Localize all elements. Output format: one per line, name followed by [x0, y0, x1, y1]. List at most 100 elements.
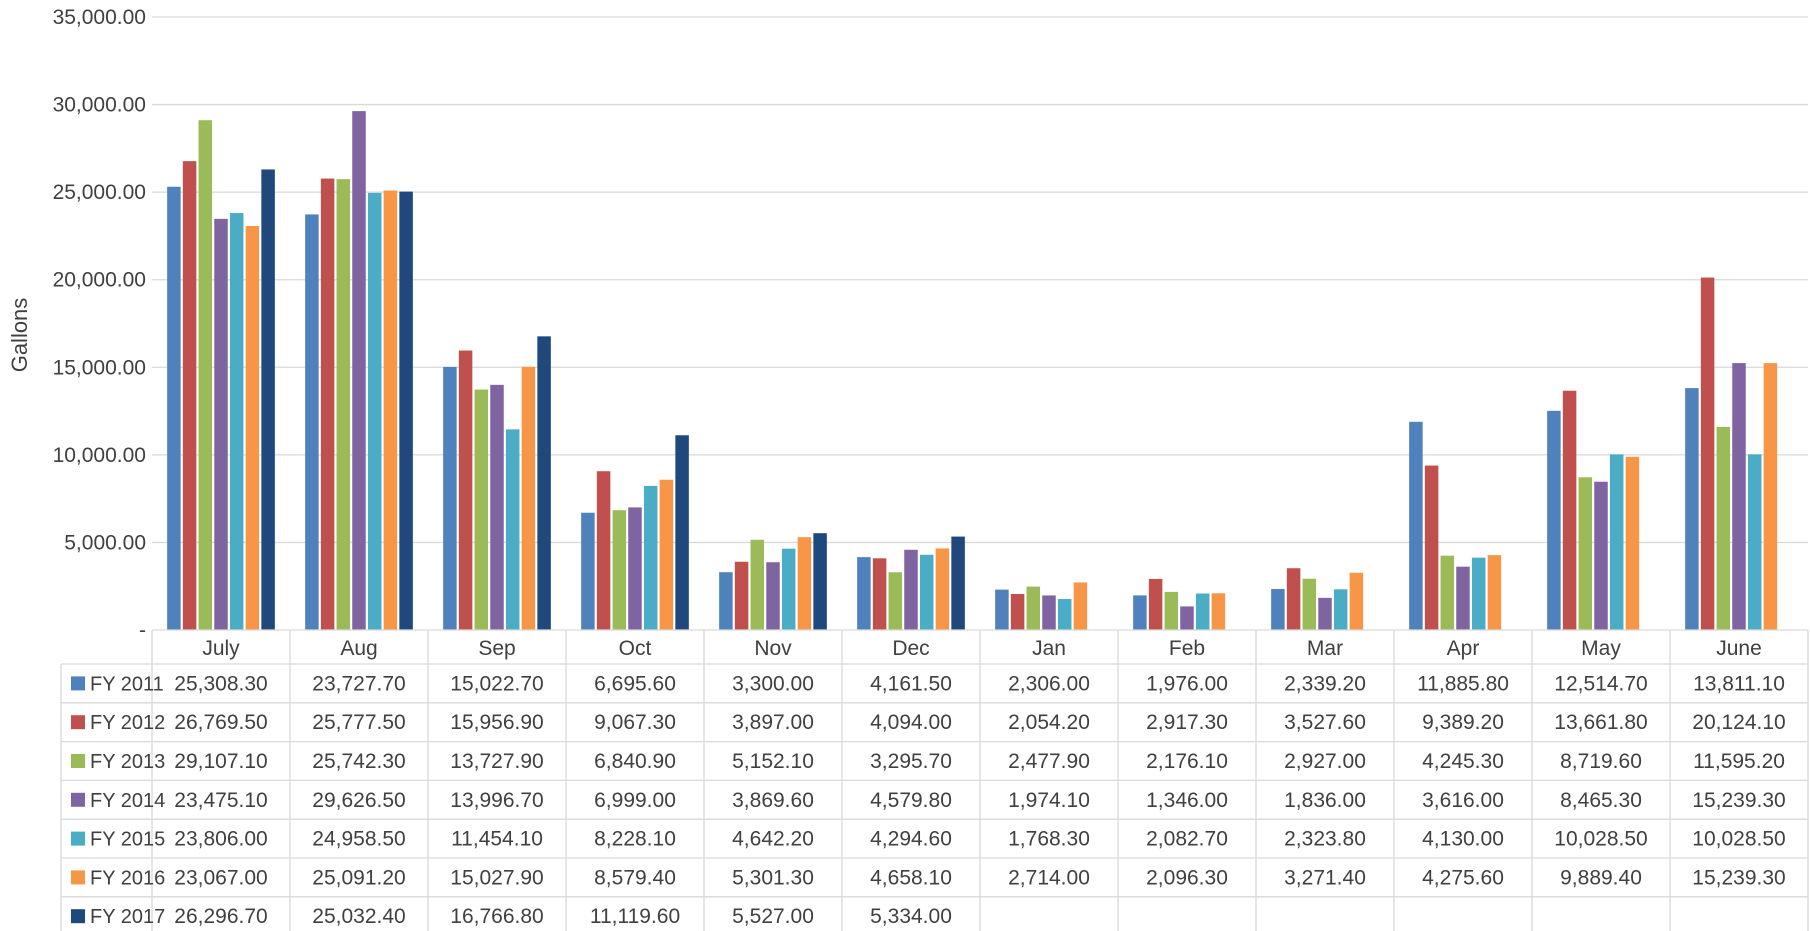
bar: [167, 186, 181, 630]
table-cell: 9,067.30: [594, 711, 676, 734]
category-label: Dec: [892, 637, 929, 660]
table-cell: 29,107.10: [174, 750, 267, 773]
table-cell: 1,346.00: [1146, 789, 1228, 812]
bar: [904, 549, 918, 630]
bar: [1349, 572, 1364, 630]
table-cell: 25,308.30: [174, 672, 267, 695]
table-cell: 4,658.10: [870, 866, 952, 889]
table-cell: 13,811.10: [1693, 672, 1785, 695]
legend-label: FY 2011: [90, 673, 164, 695]
y-tick-label: -: [139, 619, 146, 642]
bar: [320, 178, 335, 630]
table-cell: 2,477.90: [1008, 750, 1090, 773]
bar: [352, 111, 366, 630]
table-cell: 2,054.20: [1008, 711, 1090, 734]
legend-swatch: [71, 831, 85, 846]
table-cell: 8,719.60: [1560, 750, 1642, 773]
category-label: July: [202, 637, 240, 660]
bar: [1211, 593, 1226, 630]
bar: [490, 384, 504, 630]
legend-label: FY 2017: [90, 906, 165, 928]
bar: [1424, 465, 1439, 630]
table-cell: 23,727.70: [312, 672, 405, 695]
bar: [1010, 594, 1025, 630]
bar: [675, 435, 689, 630]
table-cell: 8,228.10: [594, 828, 676, 851]
table-cell: 4,642.20: [732, 828, 814, 851]
table-cell: 2,082.70: [1146, 828, 1228, 851]
bar: [305, 214, 319, 631]
category-label: June: [1716, 637, 1762, 660]
bar: [857, 557, 871, 630]
table-cell: 4,161.50: [870, 672, 952, 695]
table-cell: 2,323.80: [1284, 828, 1366, 851]
table-cell: 1,974.10: [1008, 789, 1090, 812]
bar: [1026, 586, 1041, 630]
table-cell: 20,124.10: [1692, 711, 1785, 734]
table-cell: 16,766.80: [450, 905, 543, 928]
y-tick-label: 15,000.00: [53, 356, 146, 379]
table-cell: 13,661.80: [1554, 711, 1647, 734]
table-cell: 4,275.60: [1422, 866, 1504, 889]
table-cell: 1,976.00: [1146, 672, 1228, 695]
table-cell: 5,301.30: [732, 866, 814, 889]
table-cell: 23,475.10: [174, 789, 267, 812]
bar: [229, 213, 244, 630]
table-cell: 2,339.20: [1284, 672, 1366, 695]
table-cell: 1,768.30: [1008, 828, 1090, 851]
table-cell: 4,130.00: [1422, 828, 1504, 851]
y-tick-label: 30,000.00: [53, 94, 146, 117]
bar: [1318, 597, 1332, 630]
bar: [1609, 454, 1624, 630]
bar: [182, 161, 197, 631]
table-cell: 2,927.00: [1284, 750, 1366, 773]
category-label: May: [1581, 637, 1621, 660]
bar: [995, 589, 1009, 630]
table-cell: 4,245.30: [1422, 750, 1504, 773]
table-cell: 8,579.40: [594, 866, 676, 889]
legend-label: FY 2012: [90, 712, 165, 734]
bar: [474, 389, 489, 630]
table-cell: 3,527.60: [1284, 711, 1366, 734]
bar: [1685, 388, 1699, 630]
legend-label: FY 2013: [90, 751, 165, 773]
bars: [167, 111, 1778, 631]
category-label: Sep: [478, 637, 515, 660]
bar: [1716, 426, 1731, 630]
y-axis-ticks: - 5,000.00 10,000.00 15,000.00 20,000.00 25,0…: [53, 6, 146, 642]
table-cell: 29,626.50: [312, 789, 405, 812]
bar: [1286, 568, 1301, 630]
bar: [505, 429, 520, 630]
table-cell: 11,119.60: [590, 905, 680, 928]
legend-swatch: [71, 909, 85, 924]
table-cell: 3,897.00: [732, 711, 814, 734]
table-cell: 15,956.90: [450, 711, 543, 734]
table-cell: 23,806.00: [174, 828, 267, 851]
bar: [537, 336, 551, 630]
y-tick-label: 5,000.00: [64, 531, 146, 554]
bar: [1487, 555, 1502, 630]
bar: [1057, 599, 1072, 630]
bar: [935, 548, 950, 630]
bar: [951, 536, 965, 630]
table-cell: 4,094.00: [870, 711, 952, 734]
bar: [261, 169, 275, 631]
bar: [1456, 566, 1470, 630]
y-tick-label: 25,000.00: [53, 181, 146, 204]
bar: [399, 191, 413, 631]
table-cell: 12,514.70: [1554, 672, 1647, 695]
bar: [1625, 456, 1640, 630]
bar: [1042, 595, 1056, 630]
table-cell: 2,096.30: [1146, 866, 1228, 889]
bar: [628, 507, 642, 630]
bar: [919, 554, 934, 630]
category-label: Feb: [1169, 637, 1205, 660]
category-label: Apr: [1447, 637, 1480, 660]
legend-swatch: [71, 870, 85, 885]
bar: [766, 562, 780, 630]
data-table: July Aug Sep Oct Nov Dec Jan Feb Mar Apr May June FY…: [60, 629, 1809, 931]
table-cell: 5,527.00: [732, 905, 814, 928]
bar: [750, 539, 765, 630]
bar: [797, 537, 812, 630]
table-cell: 15,027.90: [450, 866, 543, 889]
